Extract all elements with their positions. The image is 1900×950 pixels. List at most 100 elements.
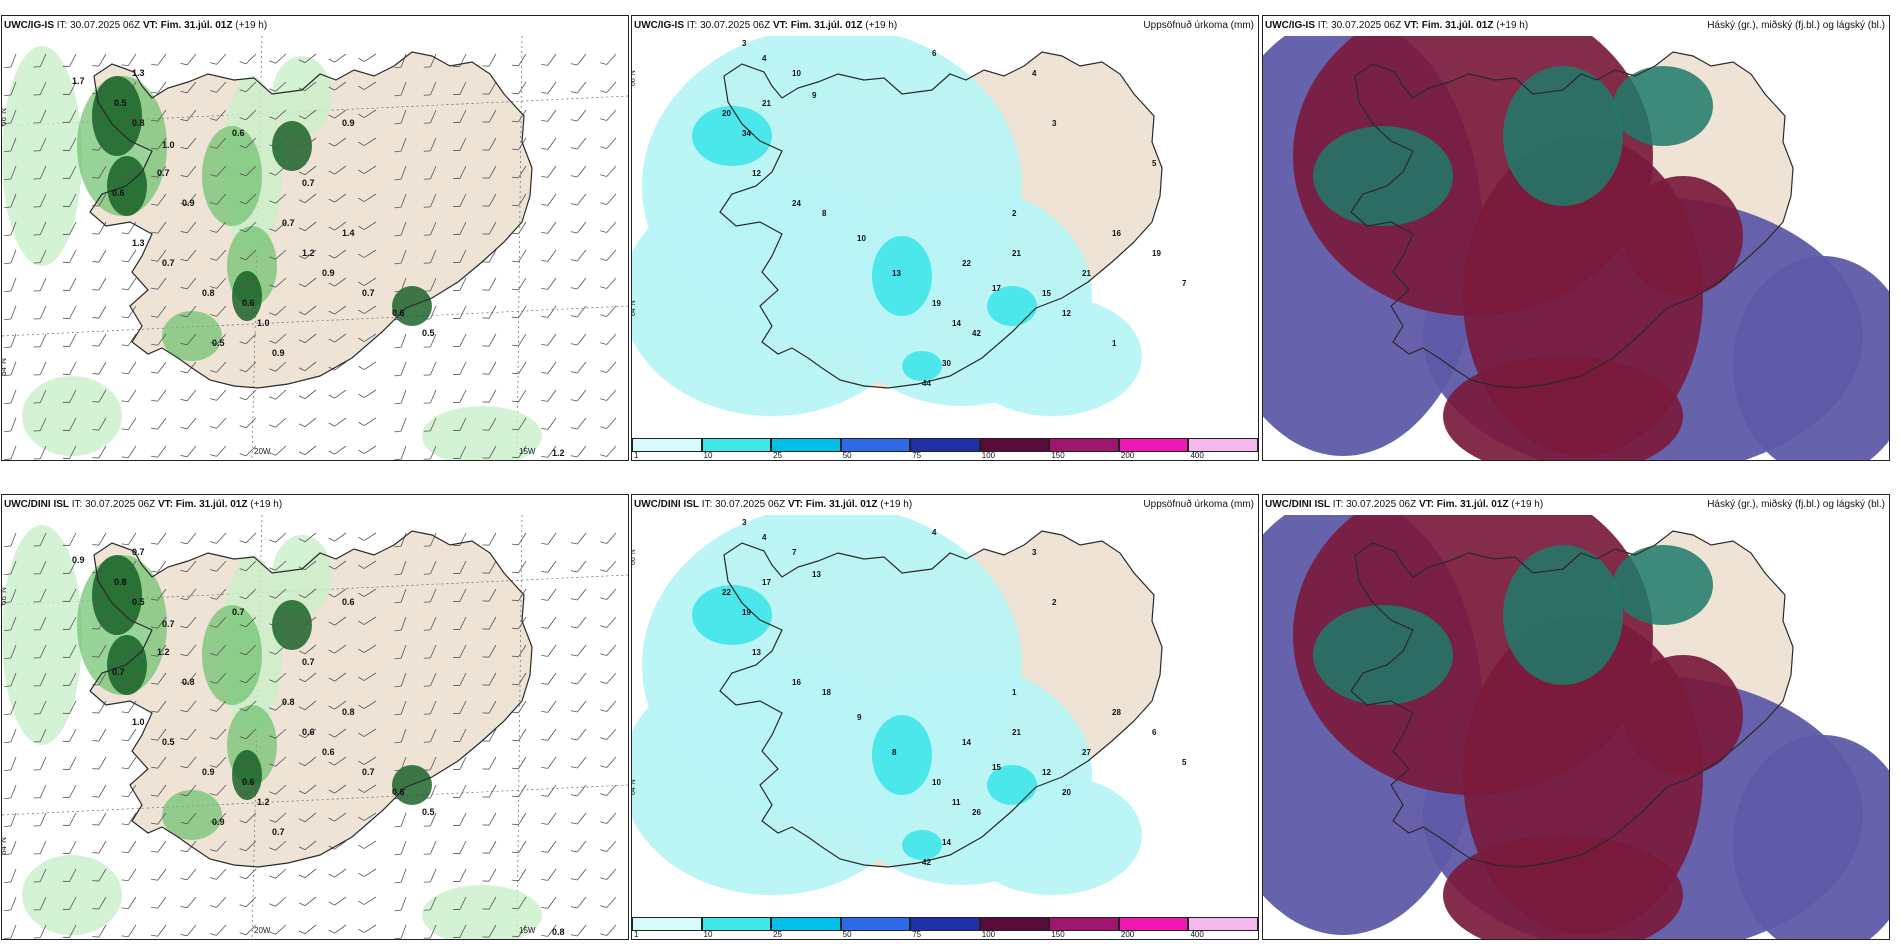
colorbar-tick-label: 25 xyxy=(773,451,783,460)
precip-value-label: 21 xyxy=(1012,728,1021,737)
wind-barb-feather xyxy=(453,374,460,375)
wind-barb-shaft xyxy=(186,165,197,178)
wind-barb xyxy=(394,896,407,912)
wind-barb-shaft xyxy=(334,672,347,682)
wind-barb-shaft xyxy=(576,53,587,66)
wind-barb-feather xyxy=(453,94,460,95)
wind-barb-feather xyxy=(33,150,41,152)
wind-barb-feather xyxy=(328,677,335,682)
wind-barb-shaft xyxy=(430,616,437,631)
wind-barb xyxy=(482,137,497,151)
wind-barb-shaft xyxy=(430,728,437,743)
wind-barb-feather xyxy=(298,594,306,599)
wind-barb-feather xyxy=(600,286,607,289)
wind-barb-shaft xyxy=(275,53,287,64)
wind-barb xyxy=(358,700,377,709)
wind-barb-feather xyxy=(298,311,306,316)
wind-barb-feather xyxy=(358,281,365,286)
wind-barb xyxy=(570,588,587,601)
wind-barb-shaft xyxy=(459,868,467,882)
wind-barb-shaft xyxy=(245,756,257,768)
wind-barb-shaft xyxy=(245,193,257,205)
wind-barb-feather xyxy=(541,259,548,262)
wind-barb-shaft xyxy=(69,81,77,95)
wind-barb xyxy=(269,700,287,711)
precip-value-label: 9 xyxy=(812,91,817,100)
wind-barb-shaft xyxy=(157,81,167,94)
wind-barb-feather xyxy=(511,148,519,151)
wind-barb-shaft xyxy=(488,560,497,574)
wind-barb xyxy=(394,445,407,460)
wind-barb-feather xyxy=(298,171,306,176)
wind-barb-feather xyxy=(121,599,129,602)
wind-barb-feather xyxy=(482,572,490,574)
wind-barb xyxy=(269,361,287,372)
wind-barb-feather xyxy=(62,712,70,714)
wind-barb xyxy=(121,784,137,798)
wind-barb xyxy=(180,277,197,290)
wind-barb xyxy=(269,277,287,288)
wind-barb-feather xyxy=(511,288,519,291)
wind-barb-shaft xyxy=(39,700,47,714)
wind-barb-feather xyxy=(328,565,335,570)
wind-barb xyxy=(423,445,437,460)
colorbar-swatch xyxy=(910,917,980,931)
wind-barb-feather xyxy=(482,852,490,854)
wind-barb-feather xyxy=(209,625,217,628)
wind-barb xyxy=(358,137,377,146)
wind-barb-feather xyxy=(298,902,306,907)
wind-barb-feather xyxy=(239,624,247,628)
wind-barb xyxy=(423,137,437,152)
wind-barb-shaft xyxy=(10,389,17,404)
wind-barb-feather xyxy=(269,763,276,767)
wind-barb-shaft xyxy=(606,417,617,429)
wind-barb xyxy=(298,305,317,316)
wind-barb-feather xyxy=(511,627,519,630)
wind-barb-shaft xyxy=(216,277,227,289)
wind-barb-shaft xyxy=(275,389,287,400)
issue-time: IT: 30.07.2025 06Z xyxy=(686,20,771,31)
wind-barb-feather xyxy=(394,797,402,800)
wind-barb-feather xyxy=(482,149,490,151)
wind-barb xyxy=(239,81,257,93)
wind-barb-shaft xyxy=(459,445,467,459)
lead-time: (+19 h) xyxy=(235,20,268,31)
wind-barb-feather xyxy=(600,342,607,345)
wind-barb xyxy=(482,389,497,403)
wind-barb-feather xyxy=(328,394,335,399)
wind-barb xyxy=(62,672,77,686)
wind-barb-shaft xyxy=(275,193,287,204)
wind-barb xyxy=(423,333,437,348)
wind-barb-shaft xyxy=(400,277,407,292)
wind-barb-shaft xyxy=(518,756,527,770)
wind-barb xyxy=(209,361,227,373)
wind-barb xyxy=(482,305,497,319)
wind-barb xyxy=(180,812,197,825)
wind-barb xyxy=(328,644,347,654)
wind-barb-feather xyxy=(358,760,365,765)
wind-barb-shaft xyxy=(459,812,467,826)
wind-barb xyxy=(423,644,437,659)
wind-value-label: 1.2 xyxy=(257,797,270,807)
wind-barb-feather xyxy=(358,253,365,258)
wind-barb xyxy=(239,784,257,796)
wind-barb-feather xyxy=(180,709,188,713)
wind-barb-shaft xyxy=(10,53,17,68)
precip-value-label: 20 xyxy=(1062,788,1071,797)
wind-barb-feather xyxy=(541,822,548,825)
wind-barb-shaft xyxy=(216,896,227,908)
wind-barb-feather xyxy=(269,228,276,232)
wind-barb-feather xyxy=(600,793,607,796)
wind-barb xyxy=(600,728,617,740)
wind-barb-feather xyxy=(541,119,548,122)
wind-barb-feather xyxy=(600,821,607,824)
wind-barb-shaft xyxy=(518,305,527,319)
wind-barb-feather xyxy=(423,318,431,320)
wind-barb xyxy=(394,109,407,125)
wind-barb-feather xyxy=(92,796,99,798)
wind-barb-feather xyxy=(92,852,99,854)
wind-barb-shaft xyxy=(606,924,617,936)
wind-barb-feather xyxy=(541,906,548,909)
wind-barb-feather xyxy=(600,398,607,401)
wind-barb-shaft xyxy=(69,53,77,67)
